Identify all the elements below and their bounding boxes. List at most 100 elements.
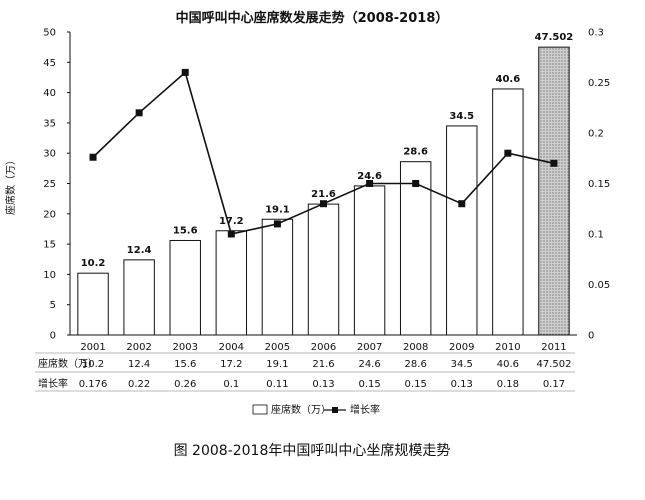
left-tick-label: 50 (43, 28, 56, 39)
category-label-2009: 2009 (449, 342, 474, 353)
bar-2003 (169, 239, 201, 336)
bar-label-2001: 10.2 (81, 258, 106, 269)
left-tick-label: 15 (43, 240, 56, 251)
growth-point-2007 (366, 180, 374, 187)
left-tick-label: 35 (43, 118, 56, 129)
bar-2005 (261, 218, 294, 336)
bar-2009 (446, 125, 478, 336)
bars (77, 46, 570, 336)
table-cell: 0.15 (405, 379, 427, 390)
right-y-ticks: 0 0.05 0.1 0.15 0.2 0.25 0.3 (588, 28, 610, 342)
bar-label-2002: 12.4 (127, 245, 152, 256)
bar-2010 (492, 88, 524, 336)
table-cells: 10.2 12.4 15.6 17.2 19.1 21.6 24.6 28.6 34.5 40.6… (79, 359, 572, 390)
left-tick-label: 20 (43, 209, 56, 220)
right-tick-label: 0.3 (588, 28, 604, 39)
table-cell: 0.17 (543, 379, 565, 390)
figure-caption: 图 2008-2018年中国呼叫中心坐席规模走势 (174, 443, 451, 459)
category-label-2010: 2010 (495, 342, 520, 353)
bar-2008 (399, 161, 432, 336)
table-cell: 10.2 (82, 359, 104, 370)
growth-point-2004 (227, 230, 235, 238)
data-table: 座席数（万） 增长率 (35, 352, 575, 392)
table-cell: 0.1 (223, 379, 239, 390)
table-cell: 0.13 (451, 379, 473, 390)
table-cell: 34.5 (451, 359, 473, 370)
category-label-2001: 2001 (80, 342, 105, 353)
bar-label-2005: 19.1 (265, 204, 290, 215)
left-tick-label: 5 (50, 300, 56, 311)
bar-2001 (77, 272, 109, 336)
table-cell: 0.11 (266, 379, 288, 390)
table-row-label-seats: 座席数（万） (38, 357, 98, 370)
left-tick-label: 0 (50, 331, 56, 342)
growth-point-2011 (550, 159, 558, 167)
bar-label-2010: 40.6 (496, 74, 521, 85)
bar-label-2011: 47.502 (535, 32, 574, 43)
growth-point-2001 (89, 153, 97, 161)
right-tick-label: 0.2 (588, 129, 604, 140)
table-cell: 0.176 (79, 379, 108, 390)
category-label-2007: 2007 (357, 342, 382, 353)
bar-2006 (307, 203, 340, 336)
table-cell: 0.13 (312, 379, 334, 390)
table-cell: 12.4 (128, 359, 150, 370)
growth-point-2005 (273, 220, 281, 228)
y-axis-label: 座席数（万） (4, 155, 17, 215)
right-tick-label: 0 (588, 331, 594, 342)
left-tick-label: 45 (43, 58, 56, 69)
table-cell: 0.18 (497, 379, 519, 390)
left-tick-label: 10 (43, 270, 56, 281)
legend-swatch-seats (252, 404, 268, 415)
bar-2011 (538, 46, 570, 336)
legend-marker-growth (332, 407, 338, 413)
growth-rate-line (89, 68, 558, 238)
chart-title: 中国呼叫中心座席数发展走势（2008-2018） (176, 10, 449, 26)
bar-label-2006: 21.6 (311, 189, 336, 200)
table-cell: 0.26 (174, 379, 196, 390)
right-tick-label: 0.25 (588, 78, 610, 89)
bar-label-2004: 17.2 (219, 216, 244, 227)
growth-point-2009 (458, 200, 466, 208)
table-cell: 24.6 (358, 359, 380, 370)
table-cell: 15.6 (174, 359, 196, 370)
bar-label-2009: 34.5 (449, 111, 474, 122)
table-cell: 28.6 (405, 359, 427, 370)
left-y-ticks: 0 5 10 15 20 25 30 35 40 45 50 (43, 28, 70, 342)
category-label-2002: 2002 (126, 342, 151, 353)
growth-point-2008 (412, 180, 420, 187)
category-label-2005: 2005 (265, 342, 290, 353)
growth-point-2010 (504, 149, 512, 157)
table-cell: 47.502 (536, 359, 571, 370)
bar-label-2003: 15.6 (173, 225, 198, 236)
bar-data-labels: 10.2 12.4 15.6 17.2 19.1 21.6 24.6 28.6 34.5 40.6… (81, 32, 574, 269)
left-tick-label: 30 (43, 149, 56, 160)
bar-2004 (215, 230, 248, 336)
legend-label-growth: 增长率 (350, 403, 380, 416)
category-label-2008: 2008 (403, 342, 428, 353)
left-tick-label: 25 (43, 179, 56, 190)
table-cell: 40.6 (497, 359, 519, 370)
table-cell: 0.22 (128, 379, 150, 390)
left-tick-label: 40 (43, 88, 56, 99)
growth-point-2006 (320, 200, 327, 208)
bar-2007 (353, 185, 386, 336)
category-label-2011: 2011 (541, 342, 566, 353)
right-tick-label: 0.05 (588, 280, 610, 291)
table-cell: 17.2 (220, 359, 242, 370)
table-row-label-growth: 增长率 (38, 377, 68, 390)
bar-label-2008: 28.6 (403, 147, 428, 158)
bar-label-2007: 24.6 (357, 171, 382, 182)
category-label-2003: 2003 (173, 342, 198, 353)
table-category-row: 2001 2002 2003 2004 2005 2006 2007 2008 2009 2010… (80, 342, 566, 353)
growth-point-2002 (135, 109, 143, 117)
category-label-2004: 2004 (219, 342, 244, 353)
legend: 座席数（万） 增长率 (252, 403, 380, 416)
right-tick-label: 0.1 (588, 230, 604, 241)
bar-2002 (123, 259, 155, 336)
table-cell: 19.1 (266, 359, 288, 370)
category-label-2006: 2006 (311, 342, 336, 353)
right-tick-label: 0.15 (588, 179, 610, 190)
legend-label-seats: 座席数（万） (271, 403, 331, 416)
